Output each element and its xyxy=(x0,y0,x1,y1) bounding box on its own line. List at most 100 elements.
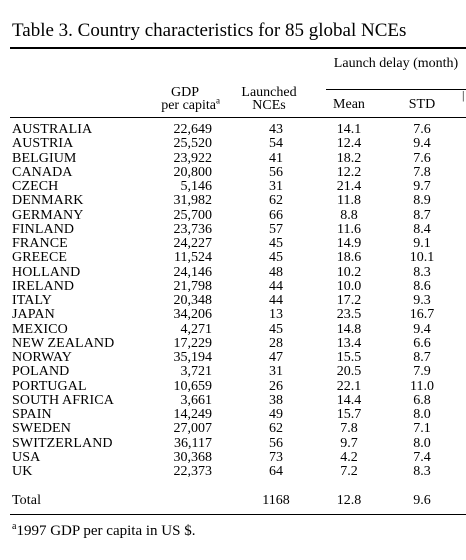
nces-cell: 64 xyxy=(269,464,283,479)
gdp-cell: 36,117 xyxy=(174,435,212,451)
std-cell: 8.3 xyxy=(413,464,431,479)
std-cell: 8.0 xyxy=(413,435,431,451)
total-label: Total xyxy=(12,493,42,508)
mean-cell: 12.4 xyxy=(336,136,362,152)
gdp-cell: 11,524 xyxy=(174,250,212,266)
gdp-cell: 21,798 xyxy=(173,278,213,294)
mean-cell: 22.1 xyxy=(336,378,362,394)
std-cell: 8.0 xyxy=(413,407,431,422)
table-row: SOUTH AFRICA 3,661 38 14.4 6.8 xyxy=(0,392,466,408)
nces-cell: 45 xyxy=(269,250,283,266)
mean-cell: 11.6 xyxy=(337,221,361,237)
std-cell: 9.3 xyxy=(413,293,431,308)
gdp-header-line2: per capita xyxy=(161,98,216,113)
launch-delay-label: Launch delay (month) xyxy=(333,56,459,71)
top-rule xyxy=(10,47,466,49)
table-row: JAPAN 34,206 13 23.5 16.7 xyxy=(0,307,466,323)
table-row: BELGIUM 23,922 41 18.2 7.6 xyxy=(0,150,466,166)
country-cell: POLAND xyxy=(12,364,70,380)
launch-delay-rule xyxy=(326,89,466,90)
nces-cell: 28 xyxy=(269,335,283,351)
country-cell: PORTUGAL xyxy=(12,378,87,394)
launched-header-line2: NCEs xyxy=(252,98,286,113)
std-header: STD xyxy=(408,97,436,112)
table-row: CANADA 20,800 56 12.2 7.8 xyxy=(0,164,466,180)
gdp-cell: 10,659 xyxy=(173,378,213,394)
total-row: Total 1168 12.8 9.6 xyxy=(0,493,466,509)
mean-cell: 8.8 xyxy=(340,207,358,223)
std-cell: 9.1 xyxy=(413,236,431,251)
gdp-cell: 23,922 xyxy=(173,150,213,166)
country-cell: AUSTRIA xyxy=(12,136,74,152)
gdp-cell: 20,348 xyxy=(173,293,213,308)
table-row: FRANCE 24,227 45 14.9 9.1 xyxy=(0,236,466,251)
gdp-cell: 3,661 xyxy=(180,392,213,408)
mean-cell: 14.9 xyxy=(336,236,362,251)
std-cell: 10.1 xyxy=(409,250,435,266)
table-row: GERMANY 25,700 66 8.8 8.7 xyxy=(0,207,466,223)
table-row: IRELAND 21,798 44 10.0 8.6 xyxy=(0,278,466,294)
mean-cell: 12.2 xyxy=(336,164,362,180)
std-cell: 8.9 xyxy=(413,193,431,209)
table-row: USA 30,368 73 4.2 7.4 xyxy=(0,449,466,465)
total-nces: 1168 xyxy=(262,493,290,508)
gdp-cell: 5,146 xyxy=(180,179,213,194)
nces-cell: 13 xyxy=(269,307,283,323)
mean-cell: 9.7 xyxy=(340,435,358,451)
gdp-cell: 30,368 xyxy=(173,449,213,465)
nces-cell: 44 xyxy=(269,293,283,308)
mean-cell: 18.2 xyxy=(336,150,362,166)
mean-cell: 11.8 xyxy=(337,193,361,209)
table-row: NORWAY 35,194 47 15.5 8.7 xyxy=(0,350,466,365)
std-cell: 11.0 xyxy=(410,378,434,394)
nces-cell: 47 xyxy=(269,350,283,365)
gdp-cell: 24,146 xyxy=(173,264,213,280)
std-cell: 7.9 xyxy=(413,364,431,380)
table-row: SWEDEN 27,007 62 7.8 7.1 xyxy=(0,421,466,437)
nces-cell: 43 xyxy=(269,122,283,137)
std-cell: 7.1 xyxy=(413,421,431,437)
launch-delay-header: Launch delay (month) xyxy=(326,56,466,71)
mean-cell: 20.5 xyxy=(336,364,362,380)
launched-header: Launched NCEs xyxy=(234,86,304,113)
table-row: GREECE 11,524 45 18.6 10.1 xyxy=(0,250,466,266)
bottom-rule xyxy=(10,514,466,515)
std-cell: 6.8 xyxy=(413,392,431,408)
country-cell: GERMANY xyxy=(12,207,84,223)
nces-cell: 45 xyxy=(269,321,283,337)
nces-cell: 66 xyxy=(269,207,283,223)
nces-cell: 57 xyxy=(269,221,283,237)
gdp-cell: 25,520 xyxy=(173,136,213,152)
mean-cell: 18.6 xyxy=(336,250,362,266)
std-cell: 7.4 xyxy=(413,449,431,465)
country-cell: UK xyxy=(12,464,33,479)
gdp-cell: 34,206 xyxy=(173,307,213,323)
nces-cell: 31 xyxy=(269,179,283,194)
gdp-cell: 20,800 xyxy=(173,164,213,180)
table-row: SPAIN 14,249 49 15.7 8.0 xyxy=(0,407,466,422)
total-mean: 12.8 xyxy=(336,493,362,508)
mean-cell: 15.7 xyxy=(336,407,362,422)
mean-cell: 23.5 xyxy=(336,307,362,323)
std-cell: 8.4 xyxy=(413,221,431,237)
nces-cell: 62 xyxy=(269,193,283,209)
mean-cell: 13.4 xyxy=(336,335,362,351)
std-cell: 16.7 xyxy=(409,307,435,323)
nces-cell: 56 xyxy=(269,435,283,451)
table-row: UK 22,373 64 7.2 8.3 xyxy=(0,464,466,479)
table-title: Table 3. Country characteristics for 85 … xyxy=(12,20,407,41)
table-row: NEW ZEALAND 17,229 28 13.4 6.6 xyxy=(0,335,466,351)
table-row: ITALY 20,348 44 17.2 9.3 xyxy=(0,293,466,308)
nces-cell: 44 xyxy=(269,278,283,294)
std-cell: 7.8 xyxy=(413,164,431,180)
country-cell: ITALY xyxy=(12,293,52,308)
table-row: AUSTRALIA 22,649 43 14.1 7.6 xyxy=(0,122,466,137)
std-cell: 6.6 xyxy=(413,335,431,351)
mean-cell: 17.2 xyxy=(336,293,362,308)
country-cell: FRANCE xyxy=(12,236,68,251)
std-cell: 9.4 xyxy=(413,136,431,152)
mean-cell: 7.8 xyxy=(340,421,358,437)
table-row: CZECH 5,146 31 21.4 9.7 xyxy=(0,179,466,194)
nces-cell: 45 xyxy=(269,236,283,251)
std-cell: 8.7 xyxy=(413,207,431,223)
